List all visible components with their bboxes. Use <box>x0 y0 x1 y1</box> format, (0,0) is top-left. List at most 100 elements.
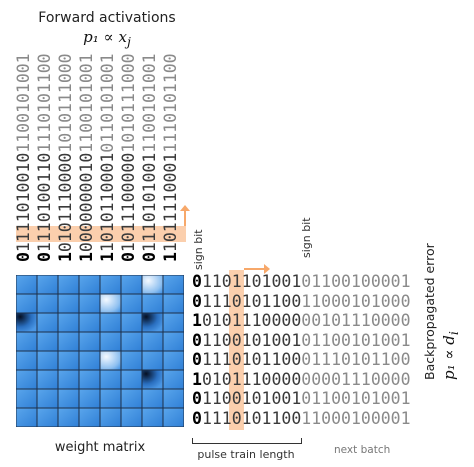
next-batch-bits: 1010111000 <box>119 53 138 153</box>
weight-cell <box>141 312 164 333</box>
weight-cell <box>141 388 164 409</box>
sign-bit: 1 <box>77 252 96 262</box>
weight-cell <box>16 293 38 314</box>
pulse-train-length-label: pulse train length <box>197 448 295 461</box>
weight-cell <box>78 350 101 371</box>
weight-cell <box>57 312 80 333</box>
weight-cell <box>99 350 122 371</box>
pulse-bits: 1110101001 <box>140 152 159 253</box>
pulse-bits: 1110101100 <box>201 408 302 428</box>
weight-matrix <box>16 275 184 427</box>
weight-cell <box>99 331 122 352</box>
pulse-bits: 1101101001 <box>201 272 302 291</box>
next-batch-bits: 01110101100 <box>301 350 411 369</box>
weight-cell <box>99 407 122 427</box>
pulse-bits: 1011110001 <box>161 152 180 253</box>
forward-highlight-arrowhead <box>180 205 190 211</box>
weight-cell <box>57 388 80 409</box>
pulse-bits: 0101110000 <box>56 152 75 253</box>
weight-cell <box>57 350 80 371</box>
next-batch-bits: 00101110000 <box>301 311 411 330</box>
forward-activation-column: 011110100101100101001 <box>14 53 33 262</box>
weight-cell <box>36 331 59 352</box>
next-batch-bits: 01100101001 <box>301 389 411 408</box>
weight-cell <box>99 312 122 333</box>
sign-bit: 1 <box>161 252 180 262</box>
forward-activation-column: 100000000101100101001 <box>77 53 96 262</box>
sign-bit: 0 <box>192 408 202 428</box>
weight-cell <box>120 369 143 390</box>
backprop-highlight-arrow-stem <box>244 268 266 270</box>
weight-cell <box>57 407 80 427</box>
pulse-bits: 0000000010 <box>77 152 96 253</box>
pulse-train-bracket <box>192 438 302 444</box>
backprop-formula-text: p₁ ∝ d <box>440 335 458 380</box>
pulse-bits: 1110101100 <box>201 350 302 369</box>
next-batch-bits: 1100101001 <box>77 53 96 153</box>
sign-bit: 0 <box>192 291 202 311</box>
weight-cell <box>162 350 184 371</box>
next-batch-bits: 01100101001 <box>301 330 411 350</box>
weight-cell <box>16 312 38 333</box>
next-batch-bits: 1010111000 <box>56 53 75 153</box>
weight-cell <box>120 388 143 409</box>
next-batch-bits: 01100100001 <box>301 272 411 291</box>
next-batch-bits: 11000101000 <box>301 291 411 311</box>
weight-cell <box>57 369 80 390</box>
forward-activation-column: 101011100001010111000 <box>56 53 75 262</box>
weight-cell <box>78 293 101 314</box>
weight-cell <box>16 369 38 390</box>
weight-cell <box>162 369 184 390</box>
weight-cell <box>120 312 143 333</box>
weight-cell <box>99 369 122 390</box>
forward-activation-column: 011101010011100101001 <box>140 53 159 262</box>
weight-cell <box>16 275 38 295</box>
pulse-bits: 1111010010 <box>14 152 33 253</box>
weight-cell <box>36 275 59 295</box>
weight-cell <box>78 331 101 352</box>
weight-cell <box>162 331 184 352</box>
forward-activation-column: 010111000001010111000 <box>119 53 138 262</box>
forward-formula-sub: j <box>126 34 131 49</box>
next-batch-bits: 1100101001 <box>140 53 159 153</box>
sign-bit: 0 <box>192 389 202 408</box>
forward-activation-column: 110101100010110101001 <box>98 53 117 262</box>
forward-activations-title: Forward activations <box>38 10 176 26</box>
weight-cell <box>162 312 184 333</box>
weight-cell <box>141 350 164 371</box>
next-batch-bits: 00001110000 <box>301 369 411 389</box>
backprop-formula-sub: i <box>446 331 461 336</box>
backprop-error-row: 0110010100101100101001 <box>192 330 411 350</box>
sign-bit: 1 <box>192 311 202 330</box>
weight-cell <box>162 407 184 427</box>
pulse-bits: 0101110000 <box>201 311 302 330</box>
weight-cell <box>16 350 38 371</box>
weight-cell <box>78 407 101 427</box>
weight-cell <box>162 275 184 295</box>
weight-cell <box>57 275 80 295</box>
sign-bit: 0 <box>119 252 138 262</box>
pulse-bits: 1110100110 <box>35 152 54 253</box>
backprop-error-row: 0111010110001110101100 <box>192 350 411 369</box>
sign-bit-label-left: sign bit <box>192 229 205 270</box>
weight-cell <box>36 369 59 390</box>
sign-bit: 1 <box>98 252 117 262</box>
weight-cell <box>36 350 59 371</box>
sign-bit: 1 <box>56 252 75 262</box>
weight-cell <box>16 331 38 352</box>
pulse-bits: 1100101001 <box>201 389 302 408</box>
weight-cell <box>162 293 184 314</box>
weight-cell <box>99 275 122 295</box>
weight-cell <box>141 275 164 295</box>
sign-bit: 0 <box>192 330 202 350</box>
sign-bit: 0 <box>35 252 54 262</box>
next-batch-bits: 1110101100 <box>161 53 180 153</box>
weight-matrix-label: weight matrix <box>54 440 146 455</box>
pulse-bits: 1110101100 <box>201 291 302 311</box>
sign-bit: 1 <box>192 369 202 389</box>
weight-cell <box>36 407 59 427</box>
weight-cell <box>141 331 164 352</box>
weight-cell <box>36 293 59 314</box>
weight-cell <box>78 388 101 409</box>
next-batch-label: next batch <box>334 444 391 456</box>
